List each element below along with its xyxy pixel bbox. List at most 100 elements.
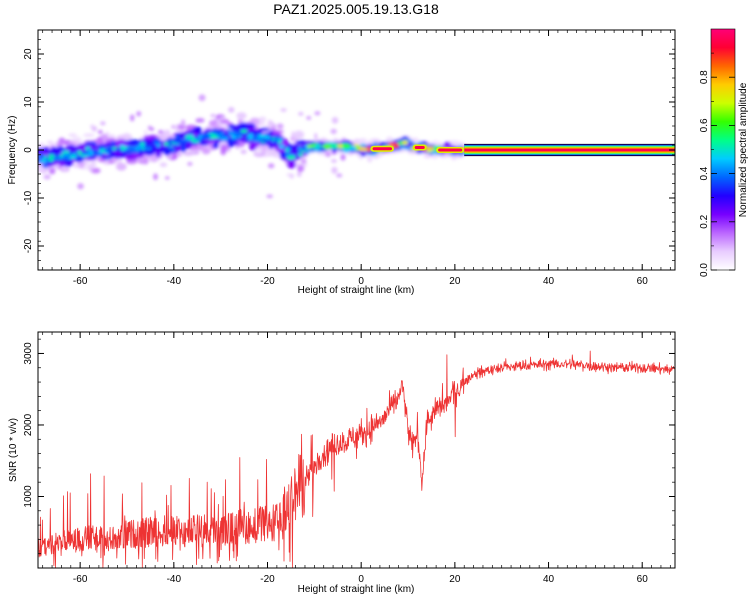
spectrogram-core-blob xyxy=(99,144,104,149)
spectrogram-core-blob xyxy=(129,148,136,153)
spectrogram-band-blob xyxy=(212,142,219,149)
spectrogram-core-blob xyxy=(366,146,372,152)
spectrogram-core-blob xyxy=(219,136,229,141)
spectrogram-x-tick-label: -60 xyxy=(73,276,88,287)
spectrogram-noise-blob xyxy=(79,162,85,169)
spectrogram-x-axis-label: Height of straight line (km) xyxy=(298,285,415,296)
spectrogram-x-tick-label: -20 xyxy=(260,276,275,287)
spectrogram-outlier-blob xyxy=(300,165,305,172)
snr-x-tick-label: -40 xyxy=(167,574,182,585)
tone-segment-core xyxy=(372,147,392,151)
spectrogram-noise-blob xyxy=(368,138,381,145)
spectrogram-core-blob xyxy=(62,153,71,159)
spectrogram-noise-blob xyxy=(83,133,95,138)
spectrogram-noise-blob xyxy=(293,130,305,140)
spectrogram-x-tick-label: 0 xyxy=(358,276,364,287)
snr-y-tick-label: 1000 xyxy=(23,485,34,508)
tone-segment-core xyxy=(414,145,425,149)
figure-title: PAZ1.2025.005.19.13.G18 xyxy=(273,1,439,17)
spectrogram-core-blob xyxy=(163,142,170,146)
spectrogram-noise-blob xyxy=(367,156,373,163)
spectrogram-noise-blob xyxy=(257,143,268,150)
spectrogram-core-blob xyxy=(402,140,409,145)
spectrogram-noise-blob xyxy=(90,167,101,174)
spectrogram-plot-area xyxy=(38,30,675,270)
spectrogram-outlier-blob xyxy=(266,194,273,199)
colorbar-tick-label: 0.0 xyxy=(699,263,710,277)
colorbar-bar xyxy=(710,28,736,271)
spectrogram-core-blob xyxy=(107,148,113,153)
spectrogram-noise-blob xyxy=(182,150,194,157)
spectrogram-outlier-blob xyxy=(58,137,66,145)
spectrogram-outlier-blob xyxy=(331,116,339,124)
spectrogram-noise-blob xyxy=(49,169,56,175)
colorbar-tick-label: 0.4 xyxy=(699,166,710,180)
spectrogram-noise-blob xyxy=(296,171,302,177)
spectrogram-core-blob xyxy=(80,150,88,155)
spectrogram-outlier-blob xyxy=(180,119,186,127)
colorbar-tick-label: 0.6 xyxy=(699,118,710,132)
snr-ticks: -60 -40 -20 0 20 40 60 1000 2000 3000 xyxy=(23,332,675,585)
spectrogram-outlier-blob xyxy=(210,114,216,118)
spectrogram-outlier-blob xyxy=(100,121,106,126)
spectrogram-core-blob xyxy=(184,134,195,140)
spectrogram-noise-blob xyxy=(195,118,205,123)
spectrogram-outlier-blob xyxy=(97,130,103,134)
spectrogram-band-blob xyxy=(271,132,281,137)
snr-plot-area xyxy=(38,350,675,568)
spectrogram-core-blob xyxy=(342,143,352,149)
spectrogram-noise-blob xyxy=(219,118,230,124)
spectrogram-band-blob xyxy=(259,127,270,132)
spectrogram-core-blob xyxy=(278,137,284,141)
spectrogram-noise-blob xyxy=(62,165,68,172)
spectrogram-outlier-blob xyxy=(176,151,182,157)
spectrogram-outlier-blob xyxy=(162,130,170,136)
spectrogram-outlier-blob xyxy=(267,119,273,124)
spectrogram-core-blob xyxy=(307,144,311,149)
spectrogram-core-blob xyxy=(54,156,63,161)
spectrogram-core-blob xyxy=(79,154,89,158)
spectrogram-y-tick-label: 20 xyxy=(23,48,34,60)
spectrogram-band-blob xyxy=(231,125,241,129)
spectrogram-noise-blob xyxy=(68,133,77,137)
spectrogram-outlier-blob xyxy=(336,173,343,178)
spectrogram-outlier-blob xyxy=(198,94,206,102)
spectrogram-outlier-blob xyxy=(129,114,135,122)
spectrogram-band-blob xyxy=(192,126,203,134)
spectrogram-core-blob xyxy=(322,143,331,150)
spectrogram-core-blob xyxy=(286,155,296,160)
spectrogram-y-tick-label: -10 xyxy=(23,190,34,205)
spectrogram-outlier-blob xyxy=(298,112,304,116)
spectrogram-outlier-blob xyxy=(330,128,337,135)
spectrogram-core-blob xyxy=(285,147,290,153)
colorbar-ticks: 0.0 0.2 0.4 0.6 0.8 xyxy=(699,52,735,277)
spectrogram-noise-blob xyxy=(46,140,54,144)
spectrogram-outlier-blob xyxy=(77,183,84,190)
spectrogram-outlier-blob xyxy=(76,139,81,146)
colorbar-tick-label: 0.2 xyxy=(699,214,710,228)
spectrogram-outlier-blob xyxy=(314,133,318,139)
spectrogram-core-blob xyxy=(426,147,433,153)
spectrogram-noise-blob xyxy=(159,162,168,167)
spectrogram-noise-blob xyxy=(254,148,262,154)
spectrogram-core-blob xyxy=(300,146,307,151)
snr-x-tick-label: -60 xyxy=(73,574,88,585)
spectrogram-outlier-blob xyxy=(142,159,149,165)
spectrogram-outlier-blob xyxy=(90,124,95,129)
spectrogram-core-blob xyxy=(132,146,137,149)
colorbar-label: Normalized spectral amplitude xyxy=(738,82,749,217)
spectrogram-noise-blob xyxy=(143,130,149,134)
spectrogram-y-axis-label: Frequency (Hz) xyxy=(7,116,18,185)
spectrogram-outlier-blob xyxy=(306,116,312,120)
spectrogram-core-blob xyxy=(216,132,224,137)
spectrogram-y-tick-label: -20 xyxy=(23,238,34,253)
spectrogram-core-blob xyxy=(314,144,320,149)
spectrogram-band-blob xyxy=(58,161,66,167)
spectrogram-band-blob xyxy=(109,152,117,158)
spectrogram-core-blob xyxy=(38,153,45,159)
snr-panel: -60 -40 -20 0 20 40 60 1000 2000 3000 Height of s… xyxy=(8,331,676,595)
spectrogram-core-blob xyxy=(38,159,48,164)
spectrogram-core-blob xyxy=(170,138,176,142)
spectrogram-noise-blob xyxy=(72,163,80,169)
